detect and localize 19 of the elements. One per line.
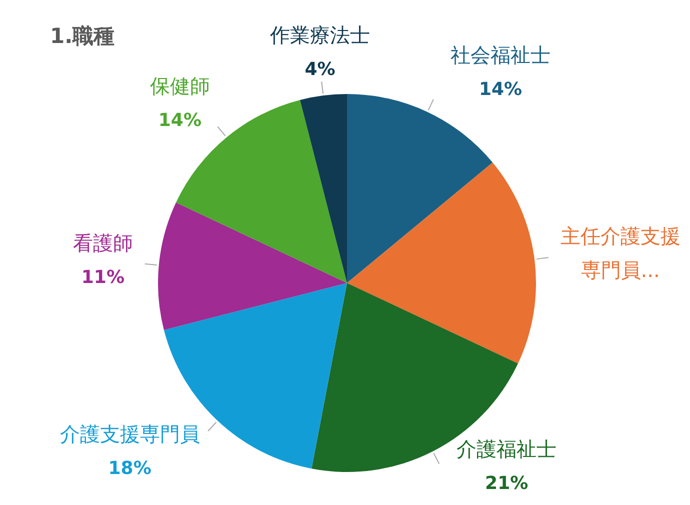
data-label: 18% [108,458,152,480]
slice-label: 介護福祉士 [456,437,557,461]
slice-label: 保健師 [150,74,210,98]
pie-slice [300,94,347,283]
slice-label: 社会福祉士 [450,43,551,68]
pie-slice [347,94,493,283]
slice-label: 作業療法士 [269,22,370,47]
pie-slice [347,162,536,364]
slice-label: 介護支援専門員 [60,422,200,446]
pie-slice [312,283,518,472]
data-label: 14% [158,110,202,132]
chart-title: 1.職種 [50,24,115,48]
slice-label: 看護師 [72,231,133,256]
data-label: 11% [81,267,124,288]
pie-slice [158,202,347,330]
data-label: 21% [485,473,528,494]
data-label: 4% [304,58,336,80]
slice-label: 主任介護支援専門員... [560,224,680,282]
data-label: 14% [478,79,522,100]
